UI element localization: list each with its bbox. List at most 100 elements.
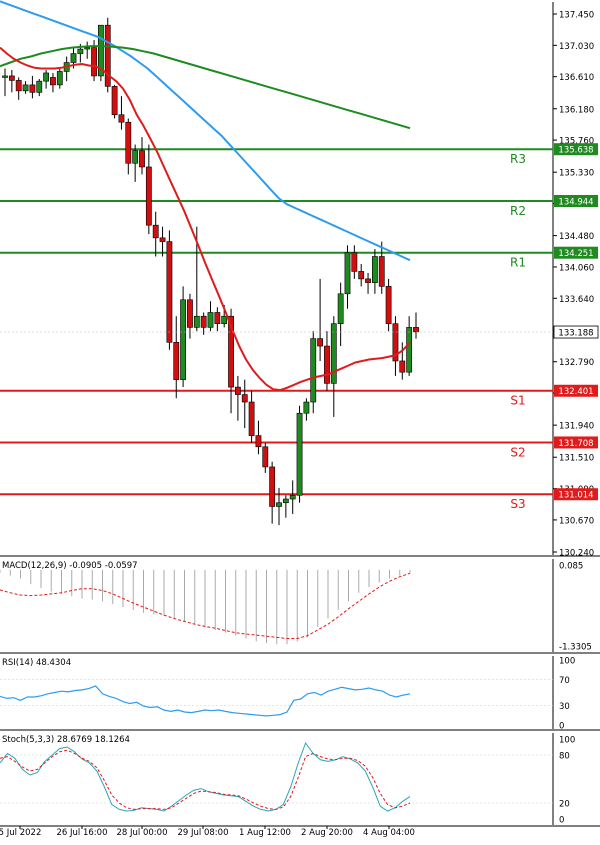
bearish-candle: [255, 435, 262, 448]
bullish-candle: [207, 312, 214, 328]
current-price-label: 133.188: [558, 329, 593, 339]
rsi-title: RSI(14) 48.4304: [2, 658, 71, 668]
price-tick-label: 132.790: [559, 358, 594, 368]
price-tick-label: 135.330: [559, 169, 594, 179]
current-price-tag: [553, 325, 599, 339]
stoch-k-line: [0, 741, 411, 812]
macd-title: MACD(12,26,9) -0.0905 -0.0597: [2, 561, 138, 571]
x-tick-label: 28 Jul 00:00: [117, 828, 168, 838]
bearish-candle: [241, 394, 248, 403]
bearish-candle: [399, 360, 406, 373]
bullish-candle: [2, 75, 8, 78]
bullish-candle: [406, 327, 413, 373]
bearish-candle: [378, 256, 385, 287]
level-price-label: 131.014: [558, 491, 593, 501]
level-price-label: 135.638: [558, 146, 593, 156]
level-label-r2: R2: [510, 204, 526, 218]
level-price-tag: [554, 246, 598, 259]
bullish-candle: [98, 24, 104, 77]
level-price-label: 134.251: [558, 249, 593, 259]
rsi-tick-label: 70: [559, 676, 570, 686]
bullish-candle: [22, 84, 29, 92]
bearish-candle: [351, 252, 358, 272]
stoch-tick-label: 0: [559, 816, 564, 826]
price-tick-label: 135.760: [559, 137, 594, 147]
bearish-candle: [159, 237, 166, 242]
stoch-tick-label: 20: [559, 800, 570, 810]
bearish-candle: [269, 466, 276, 507]
level-price-tag: [554, 436, 598, 449]
rsi-tick-label: 30: [559, 702, 570, 712]
bullish-candle: [77, 48, 84, 54]
moving-average-line: [0, 45, 411, 130]
moving-average-line: [0, 0, 411, 262]
bullish-candle: [56, 71, 63, 86]
bullish-candle: [180, 299, 186, 380]
bearish-candle: [91, 47, 97, 77]
level-label-r3: R3: [510, 152, 526, 166]
stoch-d-line: [0, 749, 411, 810]
price-tick-label: 134.480: [559, 232, 594, 242]
bearish-candle: [8, 75, 15, 81]
stoch-tick-label: 80: [559, 752, 570, 762]
bullish-candle: [310, 338, 317, 403]
price-tick-label: 137.450: [559, 11, 594, 21]
bearish-candle: [262, 446, 269, 468]
stoch-tick-label: 100: [559, 736, 575, 746]
level-label-r1: R1: [510, 256, 526, 270]
bullish-candle: [344, 252, 351, 295]
level-price-tag: [554, 143, 598, 156]
bearish-candle: [228, 315, 234, 388]
bullish-candle: [330, 323, 337, 384]
bearish-candle: [392, 323, 399, 362]
x-tick-label: 26 Jul 16:00: [57, 828, 108, 838]
x-tick-label: 29 Jul 08:00: [178, 828, 229, 838]
level-label-s3: S3: [510, 497, 525, 511]
moving-average-line: [0, 46, 411, 392]
level-price-tag: [554, 488, 598, 501]
price-tick-label: 136.610: [559, 73, 594, 83]
price-tick-label: 137.030: [559, 42, 594, 52]
bearish-candle: [200, 315, 207, 328]
rsi-tick-label: 100: [559, 657, 575, 667]
bullish-candle: [84, 47, 91, 50]
bearish-candle: [139, 150, 145, 168]
x-tick-label: 4 Aug 04:00: [363, 828, 415, 838]
bearish-candle: [145, 166, 152, 226]
price-tick-label: 134.060: [559, 263, 594, 273]
bearish-candle: [365, 278, 371, 283]
bearish-candle: [317, 338, 323, 347]
rsi-tick-label: 0: [559, 722, 564, 732]
level-price-label: 132.401: [558, 387, 593, 397]
bullish-candle: [289, 494, 296, 500]
bearish-candle: [118, 114, 125, 123]
bullish-candle: [70, 53, 77, 63]
bullish-candle: [43, 72, 49, 82]
bullish-candle: [276, 502, 282, 507]
bullish-candle: [221, 315, 228, 324]
bearish-candle: [104, 24, 111, 87]
bullish-candle: [296, 412, 303, 496]
bullish-candle: [303, 401, 310, 414]
price-tick-label: 131.510: [559, 454, 594, 464]
bearish-candle: [248, 401, 255, 436]
bearish-candle: [125, 121, 132, 164]
price-tick-label: 136.180: [559, 105, 594, 115]
bullish-candle: [337, 293, 344, 324]
bearish-candle: [15, 80, 22, 92]
bearish-candle: [385, 286, 392, 324]
level-price-label: 134.944: [558, 197, 593, 207]
price-tick-label: 130.670: [559, 516, 594, 526]
level-price-tag: [554, 194, 598, 207]
bullish-candle: [132, 150, 139, 164]
bullish-candle: [282, 498, 289, 504]
macd-signal-line: [0, 572, 411, 639]
level-label-s1: S1: [510, 394, 525, 408]
stoch-title: Stoch(5,3,3) 28.6769 18.1264: [2, 735, 130, 745]
x-tick-label: 2 Aug 20:00: [301, 828, 353, 838]
x-tick-label: 1 Aug 12:00: [239, 828, 291, 838]
bullish-candle: [371, 256, 378, 283]
macd-tick-label: 0.085: [559, 562, 583, 572]
bearish-candle: [50, 77, 56, 86]
